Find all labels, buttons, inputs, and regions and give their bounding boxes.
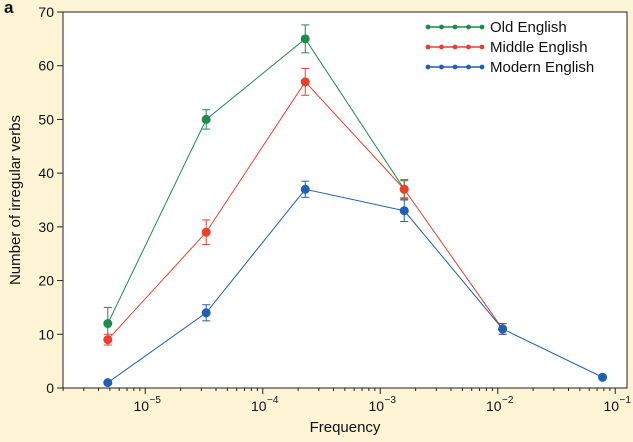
- data-point: [399, 184, 409, 194]
- x-tick-label: 10: [251, 398, 267, 414]
- series-modern-english: [103, 180, 608, 388]
- x-axis-title: Frequency: [310, 419, 381, 436]
- legend-dot: [425, 44, 431, 50]
- x-tick-exponent: −5: [150, 395, 162, 406]
- data-point: [103, 319, 113, 329]
- series-layer: [103, 24, 608, 388]
- legend-dot: [425, 24, 431, 30]
- legend-label: Middle English: [490, 39, 588, 56]
- data-point: [300, 77, 310, 87]
- y-tick-label: 0: [46, 380, 54, 396]
- data-point: [201, 114, 211, 124]
- y-axis-title: Number of irregular verbs: [7, 115, 24, 285]
- y-tick-label: 10: [38, 326, 54, 342]
- legend: Old English Middle English Modern English: [425, 19, 594, 76]
- x-axis: 10 −5 10 −4 10 −3 10 −2 10 −1: [62, 388, 632, 414]
- legend-dot: [452, 64, 458, 70]
- data-point: [300, 34, 310, 44]
- x-tick-exponent: −3: [385, 395, 397, 406]
- data-point: [201, 227, 211, 237]
- legend-dot: [452, 24, 458, 30]
- legend-dot: [439, 64, 444, 70]
- legend-item-old-english: Old English: [425, 19, 567, 36]
- data-point: [498, 324, 508, 334]
- legend-dot: [479, 64, 485, 70]
- legend-dot: [425, 64, 431, 70]
- x-tick-exponent: −2: [502, 395, 514, 406]
- data-point: [300, 184, 310, 194]
- x-tick-label: 10: [133, 398, 149, 414]
- data-point: [103, 335, 113, 345]
- legend-label: Old English: [490, 19, 567, 36]
- series-line: [107, 38, 405, 324]
- y-tick-label: 60: [38, 58, 54, 74]
- data-point: [598, 372, 608, 382]
- legend-dot: [452, 44, 458, 50]
- legend-item-modern-english: Modern English: [425, 59, 594, 76]
- legend-dot: [479, 44, 485, 50]
- data-point: [399, 206, 409, 216]
- data-point: [201, 308, 211, 318]
- legend-dot: [439, 44, 444, 50]
- x-tick-exponent: −1: [620, 395, 632, 406]
- y-tick-label: 20: [38, 273, 54, 289]
- data-point: [103, 378, 113, 388]
- y-tick-label: 40: [38, 165, 54, 181]
- legend-dot: [466, 64, 471, 70]
- legend-label: Modern English: [490, 59, 594, 76]
- x-tick-exponent: −4: [267, 395, 279, 406]
- y-tick-label: 50: [38, 111, 54, 127]
- legend-dot: [479, 24, 485, 30]
- x-tick-label: 10: [603, 398, 619, 414]
- x-tick-label: 10: [368, 398, 384, 414]
- plot-area: [62, 11, 628, 389]
- series-line: [107, 188, 603, 384]
- legend-dot: [466, 44, 471, 50]
- legend-dot: [439, 24, 444, 30]
- panel-label: a: [4, 0, 14, 17]
- y-axis: 0 10 20 30 40 50 60 70: [38, 4, 63, 396]
- legend-item-middle-english: Middle English: [425, 39, 588, 56]
- y-tick-label: 30: [38, 219, 54, 235]
- x-tick-label: 10: [486, 398, 502, 414]
- y-tick-label: 70: [38, 4, 54, 20]
- legend-dot: [466, 24, 471, 30]
